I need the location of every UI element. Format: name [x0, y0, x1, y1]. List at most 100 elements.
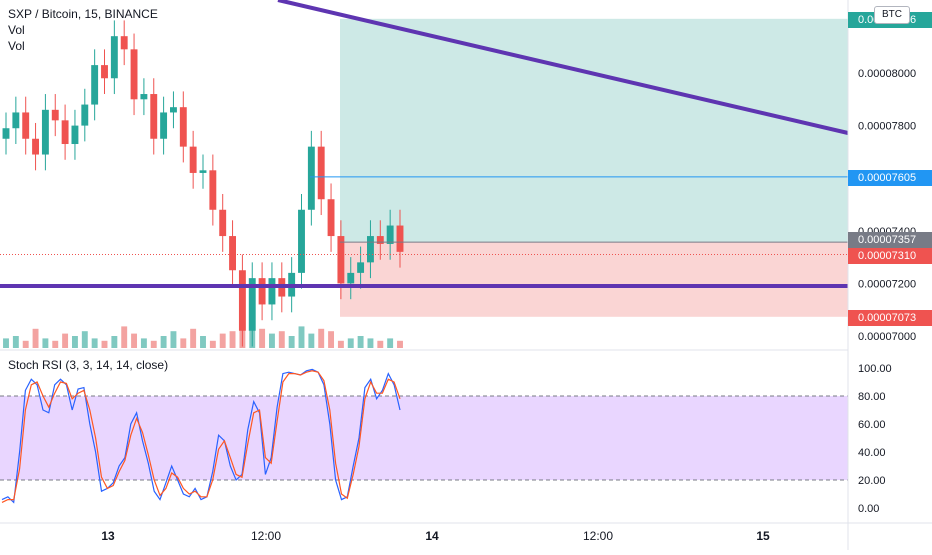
volume-bar [101, 340, 108, 348]
oscillator-tick-label: 20.00 [858, 475, 886, 487]
volume-bar [170, 331, 177, 348]
candle-body [110, 36, 118, 79]
time-tick-label: 13 [101, 529, 115, 543]
descending-trendline [277, 0, 849, 135]
volume-bar [308, 333, 315, 348]
time-tick-label: 12:00 [583, 529, 613, 543]
candle-body [298, 209, 305, 273]
volume-bar [200, 336, 206, 348]
drawn-lines [0, 0, 849, 289]
volume-bar [32, 328, 39, 348]
time-tick-label: 14 [425, 529, 439, 543]
candle-body [258, 278, 266, 305]
stoch-band [0, 396, 848, 480]
volume-bar [268, 333, 275, 348]
volume-bar [347, 338, 354, 348]
stop-price-tag: 0.00007073 [848, 310, 932, 326]
volume-bar [131, 333, 138, 348]
price-tick-label: 0.00008000 [858, 68, 916, 80]
volume-bar [91, 338, 98, 348]
profit-zone [340, 18, 848, 243]
candle-body [91, 65, 99, 105]
candle-body [396, 225, 404, 252]
volume-bar [71, 336, 78, 348]
volume-bar [150, 340, 157, 348]
candle-body [219, 209, 227, 237]
volume-bar [259, 328, 266, 348]
candle-body [61, 120, 69, 145]
candle-body [12, 112, 20, 129]
volume-bar [22, 340, 29, 348]
last-price-tag: 0.00007310 [848, 248, 932, 264]
volume-bar [52, 340, 59, 348]
oscillator-tick-label: 100.00 [858, 363, 892, 375]
volume-bar [3, 338, 9, 348]
candle-body [51, 109, 59, 121]
volume-legend-1[interactable]: Vol [8, 23, 25, 37]
time-tick-label: 12:00 [251, 529, 281, 543]
high-price-tag: 0.00007605 [848, 170, 932, 186]
stoch-k-line [1, 368, 401, 504]
volume-bar [387, 338, 394, 348]
volume-bars [3, 319, 403, 348]
oscillator-pane [0, 368, 848, 504]
volume-bar [298, 326, 305, 348]
volume-bar [140, 338, 147, 348]
time-tick-label: 15 [756, 529, 770, 543]
price-tick-label: 0.00007800 [858, 121, 916, 133]
candle-body [32, 138, 39, 155]
currency-badge[interactable]: BTC [874, 6, 910, 24]
candle-body [337, 236, 345, 284]
volume-bar [111, 336, 118, 348]
candle-body [347, 272, 355, 284]
volume-bar [81, 331, 88, 348]
candle-body [170, 107, 177, 113]
volume-bar [357, 336, 364, 348]
oscillator-tick-label: 0.00 [858, 503, 879, 515]
candle-body [268, 278, 276, 305]
candle-body [140, 94, 148, 100]
volume-bar [367, 338, 374, 348]
candle-body [189, 146, 197, 173]
volume-bar [219, 333, 226, 348]
volume-bar [288, 336, 295, 348]
symbol-title[interactable]: SXP / Bitcoin, 15, BINANCE [8, 7, 158, 21]
position-zones [340, 18, 848, 317]
volume-bar [397, 340, 403, 348]
stoch-d-line [1, 370, 401, 503]
price-tick-label: 0.00007000 [858, 331, 916, 343]
volume-bar [180, 338, 187, 348]
oscillator-tick-label: 80.00 [858, 391, 886, 403]
volume-legend-2[interactable]: Vol [8, 39, 25, 53]
candle-body [327, 199, 335, 237]
candle-body [41, 109, 49, 155]
volume-bar [42, 338, 49, 348]
candle-body [238, 270, 246, 331]
volume-bar [377, 340, 384, 348]
volume-bar [328, 331, 335, 348]
candle-body [199, 170, 207, 173]
volume-bar [209, 340, 216, 348]
entry-price-tag: 0.00007357 [848, 232, 932, 248]
candle-body [120, 36, 128, 50]
volume-bar [190, 328, 197, 348]
volume-bar [121, 326, 128, 348]
oscillator-tick-label: 60.00 [858, 419, 886, 431]
candle-body [386, 225, 394, 244]
oscillator-tick-label: 40.00 [858, 447, 886, 459]
candle-body [130, 49, 138, 100]
candle-body [160, 112, 168, 139]
candle-body [2, 128, 10, 139]
candle-body [248, 278, 256, 331]
volume-bar [278, 331, 285, 348]
volume-bar [12, 336, 19, 348]
volume-bar [62, 333, 69, 348]
volume-bar [160, 336, 167, 348]
candle-body [317, 146, 325, 200]
candle-body [376, 236, 384, 244]
stoch-rsi-legend[interactable]: Stoch RSI (3, 3, 14, 14, close) [8, 358, 169, 372]
candle-body [229, 236, 236, 271]
